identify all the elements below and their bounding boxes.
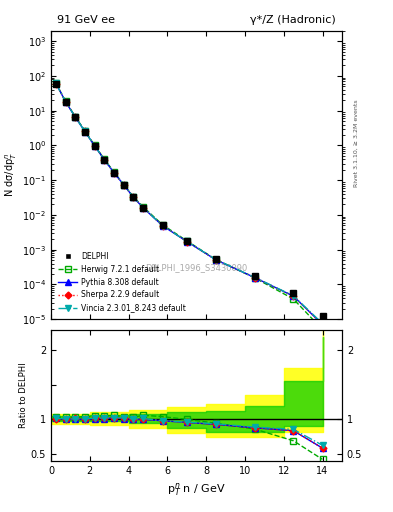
Text: γ*/Z (Hadronic): γ*/Z (Hadronic) [250, 15, 336, 25]
Y-axis label: Ratio to DELPHI: Ratio to DELPHI [19, 362, 28, 428]
X-axis label: p$_T^n$ n / GeV: p$_T^n$ n / GeV [167, 481, 226, 498]
Legend: DELPHI, Herwig 7.2.1 default, Pythia 8.308 default, Sherpa 2.2.9 default, Vincia: DELPHI, Herwig 7.2.1 default, Pythia 8.3… [55, 249, 189, 315]
Text: 91 GeV ee: 91 GeV ee [57, 15, 115, 25]
Text: Rivet 3.1.10, ≥ 3.2M events: Rivet 3.1.10, ≥ 3.2M events [354, 99, 359, 187]
Text: DELPHI_1996_S3430090: DELPHI_1996_S3430090 [145, 263, 248, 272]
Y-axis label: N dσ/dp$_T^n$: N dσ/dp$_T^n$ [4, 153, 19, 198]
